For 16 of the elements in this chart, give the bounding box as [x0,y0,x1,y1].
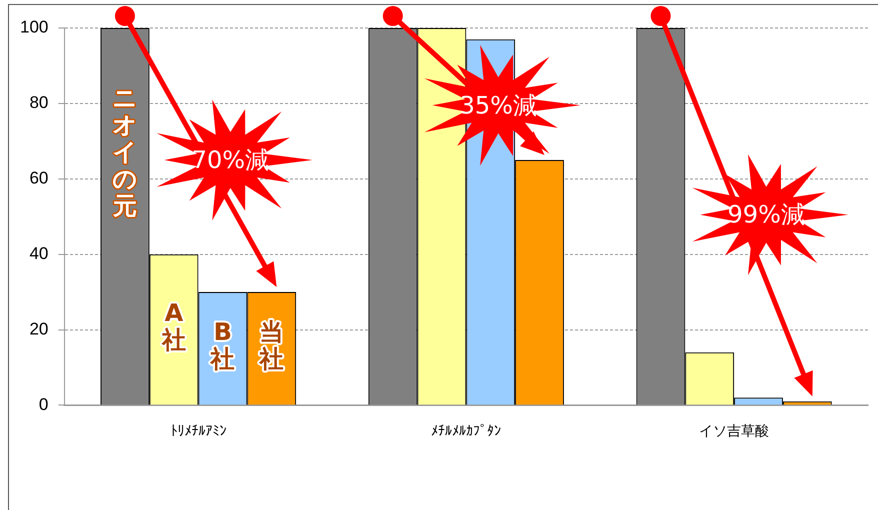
y-tick-label: 60 [29,168,48,188]
x-tick-label: ﾄﾘﾒﾁﾙｱﾐﾝ [170,422,226,438]
x-tick-label: イソ吉草酸 [699,422,770,438]
x-tick-label: ﾒﾁﾙﾒﾙｶﾌﾟﾀﾝ [431,422,502,438]
y-tick-label: 100 [20,18,48,37]
annotation: 70%減 [192,146,270,174]
series-label: 当社 [258,318,284,373]
series-label: B社 [210,318,235,373]
series-label: A社 [160,298,186,354]
y-tick-label: 40 [29,244,48,264]
annotation: 99%減 [728,200,805,229]
y-tick-label: 0 [38,394,48,414]
y-tick-label: 80 [29,93,48,112]
annotation: 35%減 [460,91,537,120]
y-tick-label: 20 [29,319,48,338]
series-label: ニオイの元 [112,84,138,220]
